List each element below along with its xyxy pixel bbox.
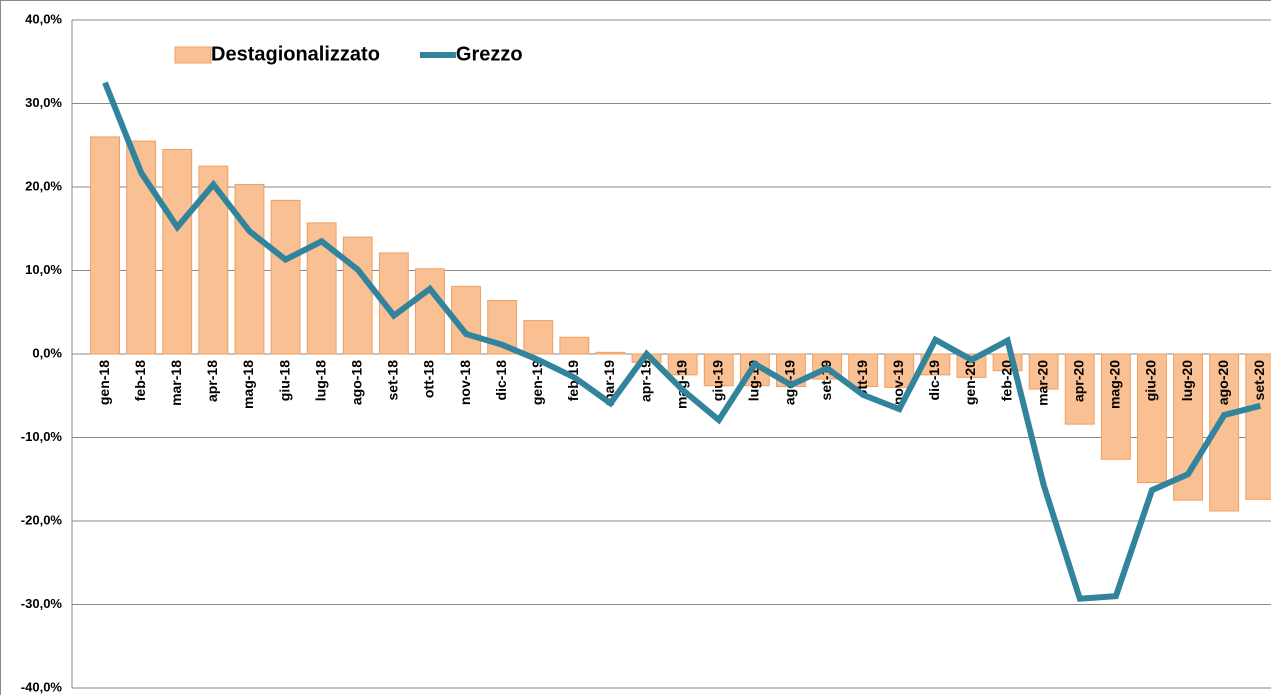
bar — [667, 353, 698, 376]
x-tick-label: apr-18 — [204, 360, 220, 402]
x-tick-label: feb-19 — [565, 360, 581, 401]
bar — [848, 353, 879, 388]
bar — [342, 236, 373, 355]
y-tick-label: 40,0% — [25, 11, 62, 26]
x-tick-label: ago-18 — [348, 360, 364, 405]
x-tick-label: feb-20 — [998, 360, 1014, 401]
x-tick-label: mar-19 — [601, 360, 617, 406]
x-tick-label: set-20 — [1251, 360, 1267, 401]
bar — [162, 148, 193, 355]
x-tick-label: dic-18 — [493, 360, 509, 401]
x-tick-label: mag-18 — [240, 360, 256, 409]
x-tick-label: ott-18 — [421, 360, 437, 398]
y-tick-label: 0,0% — [32, 345, 62, 360]
y-tick-label: 10,0% — [25, 262, 62, 277]
x-tick-label: mag-20 — [1107, 360, 1123, 409]
x-tick-label: nov-19 — [890, 360, 906, 405]
legend-label: Destagionalizzato — [211, 43, 380, 65]
x-tick-label: mar-18 — [168, 360, 184, 406]
bar — [1064, 353, 1095, 425]
x-tick-label: dic-19 — [926, 360, 942, 401]
x-tick-label: mag-19 — [673, 360, 689, 409]
legend-swatch — [174, 46, 212, 64]
bar — [559, 336, 590, 355]
y-tick-label: -40,0% — [21, 679, 63, 694]
x-tick-label: nov-18 — [457, 360, 473, 405]
bar — [1028, 353, 1059, 390]
x-tick-label: lug-20 — [1179, 360, 1195, 401]
x-tick-label: gen-18 — [96, 360, 112, 405]
y-tick-label: -20,0% — [21, 512, 63, 527]
x-tick-label: ago-20 — [1215, 360, 1231, 405]
y-tick-label: 20,0% — [25, 178, 62, 193]
x-tick-label: gen-19 — [529, 360, 545, 405]
x-tick-label: mar-20 — [1034, 360, 1050, 406]
bar — [884, 353, 915, 388]
line — [102, 81, 1262, 602]
bar — [415, 268, 445, 355]
bar — [595, 351, 626, 355]
bar — [1137, 353, 1167, 484]
x-tick-label: apr-20 — [1070, 360, 1086, 402]
bar — [1245, 353, 1271, 500]
bar — [956, 353, 987, 378]
y-tick-label: 30,0% — [25, 95, 62, 110]
legend-label: Grezzo — [456, 43, 523, 65]
x-tick-label: feb-18 — [132, 360, 148, 401]
x-tick-label: giu-20 — [1143, 360, 1159, 401]
x-tick-label: apr-19 — [637, 360, 653, 402]
bar — [90, 136, 120, 355]
x-tick-label: set-18 — [385, 360, 401, 401]
x-tick-label: lug-18 — [312, 360, 328, 401]
bar — [234, 183, 265, 355]
x-tick-label: giu-19 — [709, 360, 725, 401]
bar — [270, 199, 301, 355]
y-tick-label: -30,0% — [21, 596, 63, 611]
x-tick-label: giu-18 — [276, 360, 292, 401]
y-tick-label: -10,0% — [21, 429, 63, 444]
x-tick-label: gen-20 — [962, 360, 978, 405]
bar — [703, 353, 734, 387]
bar — [523, 320, 554, 355]
bar — [1100, 353, 1131, 460]
